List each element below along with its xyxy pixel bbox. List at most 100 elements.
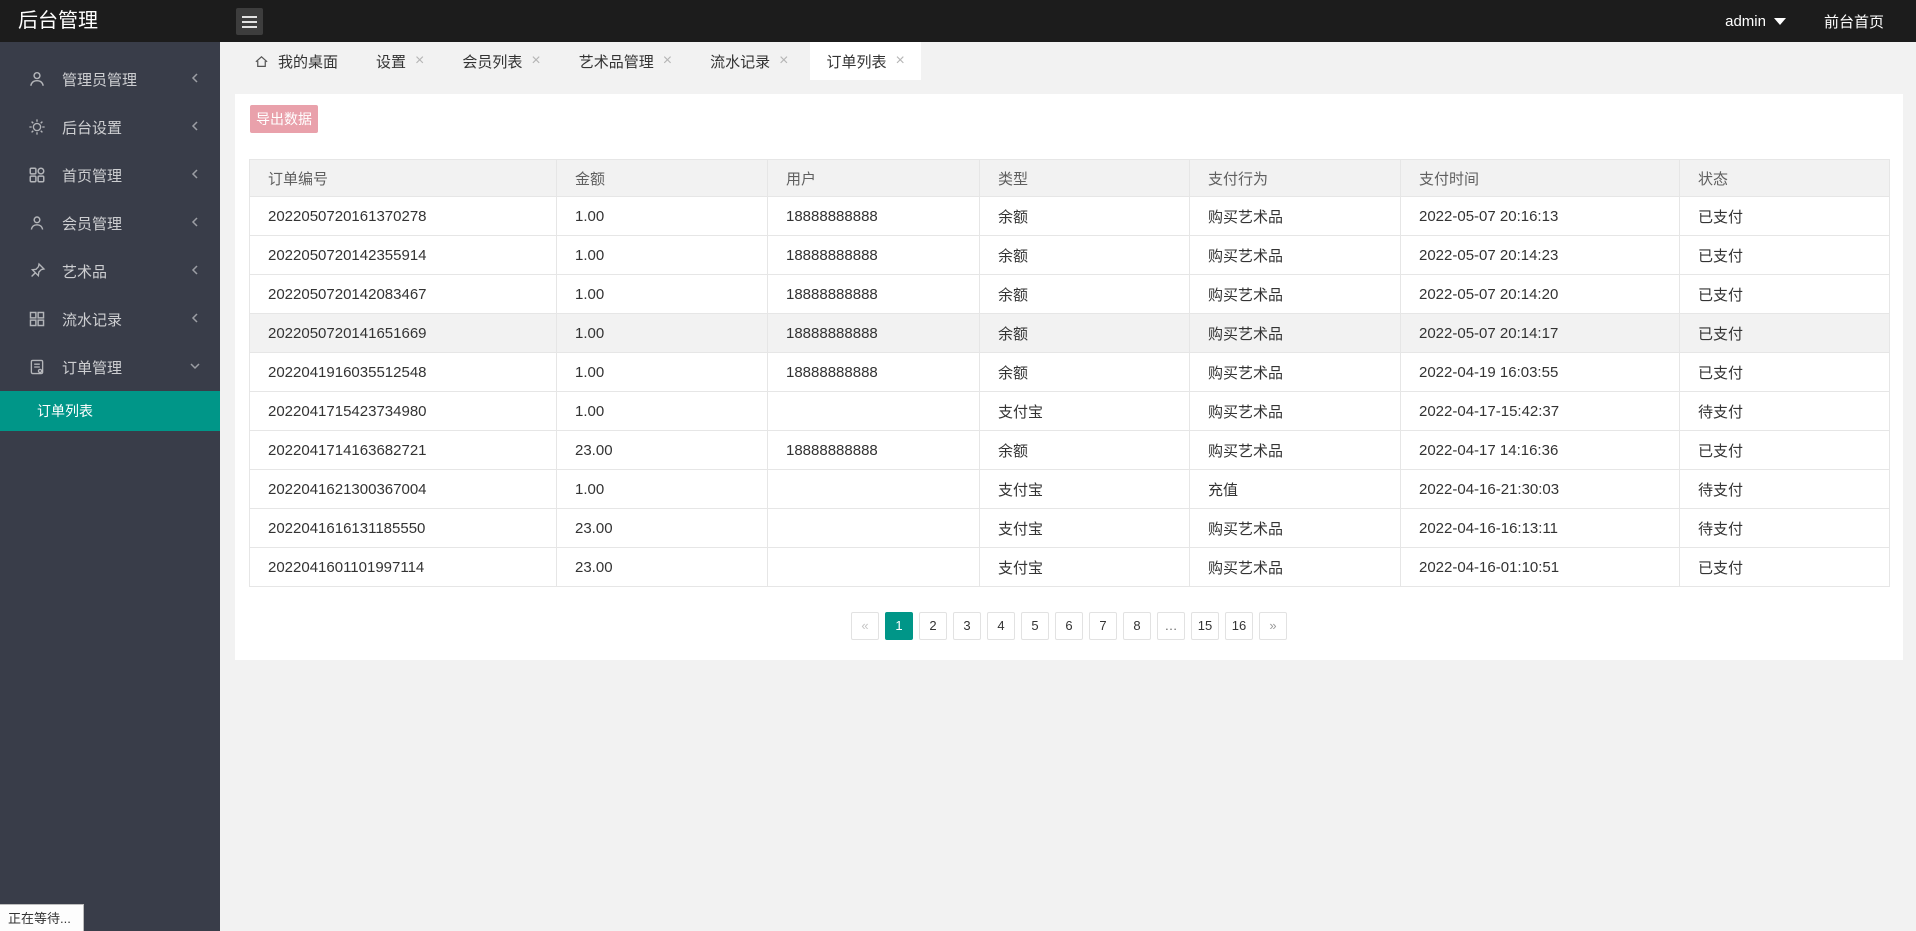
cell-type: 余额 <box>979 274 1190 314</box>
cell-behavior: 购买艺术品 <box>1189 274 1401 314</box>
cell-behavior: 购买艺术品 <box>1189 352 1401 392</box>
member-icon <box>28 214 46 232</box>
cell-user <box>767 547 980 587</box>
col-order-no: 订单编号 <box>249 159 557 197</box>
sidebar-item-backend-settings[interactable]: 后台设置 <box>0 103 220 151</box>
sidebar-subitem-order-list[interactable]: 订单列表 <box>0 391 220 431</box>
tab-artwork-management[interactable]: 艺术品管理 × <box>563 42 688 80</box>
admin-dropdown[interactable]: admin <box>1725 13 1786 30</box>
close-icon[interactable]: × <box>662 52 673 69</box>
col-pay-time: 支付时间 <box>1400 159 1680 197</box>
page-button-16[interactable]: 16 <box>1225 612 1253 640</box>
page-button-7[interactable]: 7 <box>1089 612 1117 640</box>
cell-type: 余额 <box>979 196 1190 236</box>
tab-member-list[interactable]: 会员列表 × <box>446 42 556 80</box>
sidebar-item-member-management[interactable]: 会员管理 <box>0 199 220 247</box>
gear-icon <box>28 118 46 136</box>
sidebar-item-admin-management[interactable]: 管理员管理 <box>0 55 220 103</box>
page-button-1[interactable]: 1 <box>885 612 913 640</box>
tab-label: 设置 <box>376 53 407 71</box>
page-button-2[interactable]: 2 <box>919 612 947 640</box>
cell-time: 2022-04-17-15:42:37 <box>1400 391 1680 431</box>
page-button-8[interactable]: 8 <box>1123 612 1151 640</box>
tab-settings[interactable]: 设置 × <box>360 42 440 80</box>
cell-status: 已支付 <box>1679 274 1890 314</box>
cell-behavior: 充值 <box>1189 469 1401 509</box>
cell-behavior: 购买艺术品 <box>1189 508 1401 548</box>
cell-amount: 23.00 <box>556 430 768 470</box>
cell-status: 待支付 <box>1679 469 1890 509</box>
cell-user: 18888888888 <box>767 430 980 470</box>
close-icon[interactable]: × <box>779 52 789 69</box>
close-icon[interactable]: × <box>415 52 425 69</box>
cell-type: 支付宝 <box>979 508 1190 548</box>
page-button-15[interactable]: 15 <box>1191 612 1219 640</box>
cell-amount: 1.00 <box>556 391 768 431</box>
cell-time: 2022-05-07 20:16:13 <box>1400 196 1680 236</box>
sidebar-item-homepage-management[interactable]: 首页管理 <box>0 151 220 199</box>
frontend-home-link[interactable]: 前台首页 <box>1823 13 1884 31</box>
tab-label: 会员列表 <box>462 53 523 71</box>
cell-time: 2022-04-17 14:16:36 <box>1400 430 1680 470</box>
cell-user <box>767 508 980 548</box>
cell-status: 已支付 <box>1679 313 1890 353</box>
cell-type: 支付宝 <box>979 547 1190 587</box>
export-data-button[interactable]: 导出数据 <box>250 105 318 133</box>
cell-behavior: 购买艺术品 <box>1189 235 1401 275</box>
table-row: 2022041601101997114 23.00 支付宝 购买艺术品 2022-04-… <box>249 547 1890 587</box>
cell-status: 待支付 <box>1679 508 1890 548</box>
chevron-left-icon <box>188 263 202 277</box>
cell-status: 已支付 <box>1679 547 1890 587</box>
col-amount: 金额 <box>556 159 768 197</box>
tab-label: 艺术品管理 <box>578 53 654 71</box>
tab-label: 订单列表 <box>826 53 887 71</box>
cell-time: 2022-05-07 20:14:23 <box>1400 235 1680 275</box>
tab-order-list[interactable]: 订单列表 × <box>810 42 921 80</box>
cell-order_no: 2022041601101997114 <box>249 547 557 587</box>
cell-type: 余额 <box>979 352 1190 392</box>
sidebar-item-order-management[interactable]: 订单管理 <box>0 343 220 391</box>
table-row: 2022041621300367004 1.00 支付宝 充值 2022-04-16-2… <box>249 469 1890 509</box>
header-right: admin 前台首页 <box>1725 0 1884 42</box>
sidebar-item-transaction-records[interactable]: 流水记录 <box>0 295 220 343</box>
table-row: 2022050720161370278 1.00 18888888888 余额 购买艺术… <box>249 196 1890 236</box>
sidebar-item-label: 艺术品 <box>62 263 108 281</box>
sidebar-item-label: 订单管理 <box>62 359 123 377</box>
admin-username: admin <box>1725 12 1766 30</box>
cell-order_no: 2022050720142355914 <box>249 235 557 275</box>
close-icon[interactable]: × <box>531 52 541 69</box>
tab-transaction-records[interactable]: 流水记录 × <box>694 42 804 80</box>
caret-down-icon <box>1773 17 1786 25</box>
page-button-6[interactable]: 6 <box>1055 612 1083 640</box>
order-table-body: 2022050720161370278 1.00 18888888888 余额 购买艺术… <box>249 196 1890 587</box>
table-row: 2022050720141651669 1.00 18888888888 余额 购买艺术… <box>249 313 1890 353</box>
chevron-left-icon <box>188 167 202 181</box>
cell-amount: 1.00 <box>556 196 768 236</box>
cell-behavior: 购买艺术品 <box>1189 391 1401 431</box>
orders-table: 订单编号 金额 用户 类型 支付行为 支付时间 状态 2022050720161… <box>249 159 1890 587</box>
tab-my-desktop[interactable]: 我的桌面 <box>238 42 354 80</box>
page-button-5[interactable]: 5 <box>1021 612 1049 640</box>
table-row: 2022041616131185550 23.00 支付宝 购买艺术品 2022-04-… <box>249 508 1890 548</box>
col-user: 用户 <box>767 159 980 197</box>
col-status: 状态 <box>1679 159 1890 197</box>
close-icon[interactable]: × <box>895 52 905 69</box>
cell-order_no: 2022050720142083467 <box>249 274 557 314</box>
cell-order_no: 2022041916035512548 <box>249 352 557 392</box>
menu-icon[interactable] <box>236 8 263 35</box>
col-type: 类型 <box>979 159 1190 197</box>
cell-order_no: 2022050720161370278 <box>249 196 557 236</box>
col-behavior: 支付行为 <box>1189 159 1401 197</box>
cell-behavior: 购买艺术品 <box>1189 196 1401 236</box>
cell-time: 2022-04-16-21:30:03 <box>1400 469 1680 509</box>
order-file-icon <box>28 358 46 376</box>
cell-time: 2022-04-16-01:10:51 <box>1400 547 1680 587</box>
page-button-3[interactable]: 3 <box>953 612 981 640</box>
table-row: 2022041714163682721 23.00 18888888888 余额 购买艺… <box>249 430 1890 470</box>
table-header-row: 订单编号 金额 用户 类型 支付行为 支付时间 状态 <box>249 159 1890 197</box>
next-page-button[interactable]: » <box>1259 612 1287 640</box>
prev-page-button[interactable]: « <box>851 612 879 640</box>
page-button-4[interactable]: 4 <box>987 612 1015 640</box>
sidebar-item-artworks[interactable]: 艺术品 <box>0 247 220 295</box>
table-row: 2022050720142083467 1.00 18888888888 余额 购买艺术… <box>249 274 1890 314</box>
